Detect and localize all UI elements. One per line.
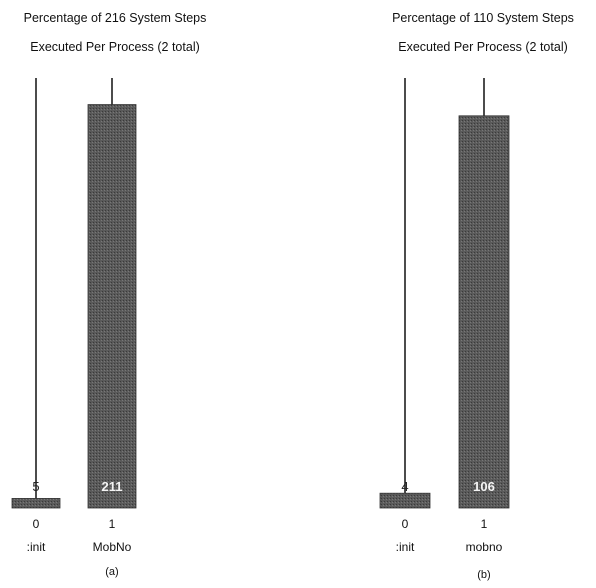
chart-b-value-label-1: 106 — [473, 479, 495, 494]
chart-b-title-line2: Executed Per Process (2 total) — [398, 40, 568, 54]
chart-a-title-line1: Percentage of 216 System Steps — [24, 11, 207, 25]
chart-b-bar-0 — [379, 492, 431, 509]
chart-b: Percentage of 110 System Steps Executed … — [379, 11, 574, 581]
chart-b-bars: 4 106 — [379, 78, 510, 509]
chart-a-category-name-1: MobNo — [93, 540, 132, 554]
chart-a-value-label-0: 5 — [32, 479, 39, 494]
chart-a: Percentage of 216 System Steps Executed … — [11, 11, 207, 578]
chart-a-bar-0 — [11, 498, 61, 509]
chart-b-title-line1: Percentage of 110 System Steps — [392, 11, 574, 25]
chart-b-caption: (b) — [477, 569, 490, 581]
chart-b-tick-1: 1 — [481, 517, 488, 531]
chart-a-category-name-0: :init — [27, 540, 46, 554]
chart-b-tick-0: 0 — [402, 517, 409, 531]
chart-a-tick-0: 0 — [33, 517, 40, 531]
chart-a-bars: 5 211 — [11, 78, 137, 509]
chart-a-caption: (a) — [105, 566, 118, 578]
chart-a-title-line2: Executed Per Process (2 total) — [30, 40, 200, 54]
chart-a-value-label-1: 211 — [102, 479, 123, 494]
chart-b-bar-1 — [458, 115, 510, 509]
chart-b-category-name-1: mobno — [466, 540, 503, 554]
chart-a-bar-1 — [87, 104, 137, 509]
chart-b-value-label-0: 4 — [401, 479, 408, 494]
chart-b-category-name-0: :init — [396, 540, 415, 554]
chart-a-tick-1: 1 — [109, 517, 116, 531]
